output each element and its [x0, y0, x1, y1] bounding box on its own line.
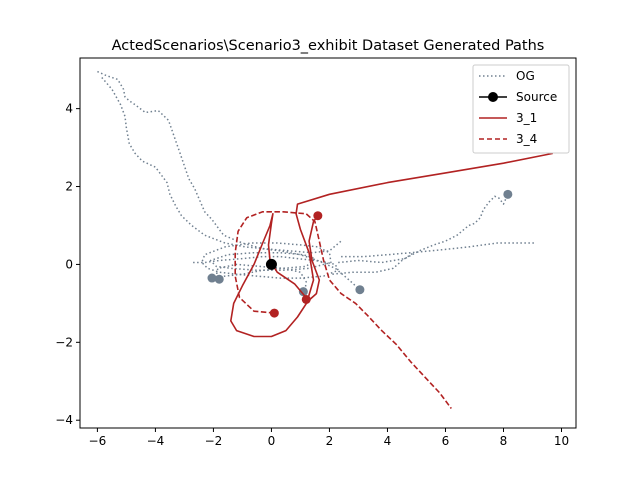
series-layer — [97, 70, 553, 409]
y-tick-label: 0 — [65, 257, 73, 271]
x-tick-label: −6 — [89, 434, 107, 448]
og-path-1 — [101, 77, 342, 254]
og-endpoint-2 — [298, 287, 308, 297]
x-axis: −6 −4 −2 0 2 4 6 8 10 — [89, 428, 569, 448]
legend: OG Source 3_1 3_4 — [472, 64, 570, 154]
plot-frame — [79, 57, 577, 429]
series-3-1-point-0 — [313, 211, 323, 221]
y-tick-label: −4 — [55, 413, 73, 427]
y-tick-label: 2 — [65, 180, 73, 194]
og-endpoint-0 — [207, 273, 217, 283]
og-endpoint-3 — [355, 285, 365, 295]
y-tick-label: −2 — [55, 335, 73, 349]
og-path-3 — [211, 267, 307, 292]
og-endpoint-1 — [214, 274, 224, 284]
source-point — [265, 258, 277, 270]
x-tick-label: 2 — [326, 434, 334, 448]
legend-source-marker — [488, 92, 498, 102]
series-3-4-point-0 — [269, 308, 279, 318]
og-path-6 — [332, 252, 415, 275]
x-tick-label: 6 — [442, 434, 450, 448]
legend-label-3-4: 3_4 — [516, 132, 537, 146]
series-3-1-line — [230, 152, 553, 338]
x-tick-label: −4 — [147, 434, 165, 448]
series-3-1-point-1 — [301, 294, 311, 304]
series-3-4-line — [234, 211, 452, 409]
og-endpoint-4 — [503, 189, 513, 199]
x-tick-label: −2 — [205, 434, 223, 448]
legend-box — [472, 64, 570, 154]
legend-label-og: OG — [516, 69, 535, 83]
legend-label-source: Source — [516, 90, 557, 104]
og-path-2 — [193, 242, 339, 280]
x-tick-label: 0 — [268, 434, 276, 448]
x-tick-label: 10 — [554, 434, 569, 448]
og-path-0 — [97, 70, 361, 291]
og-path-4 — [338, 193, 509, 264]
og-path-5 — [341, 242, 536, 258]
x-tick-label: 8 — [500, 434, 508, 448]
x-tick-label: 4 — [384, 434, 392, 448]
y-axis: −4 −2 0 2 4 — [55, 102, 80, 427]
chart-title: ActedScenarios\Scenario3_exhibit Dataset… — [112, 38, 545, 54]
legend-label-3-1: 3_1 — [516, 111, 537, 125]
y-tick-label: 4 — [65, 102, 73, 116]
